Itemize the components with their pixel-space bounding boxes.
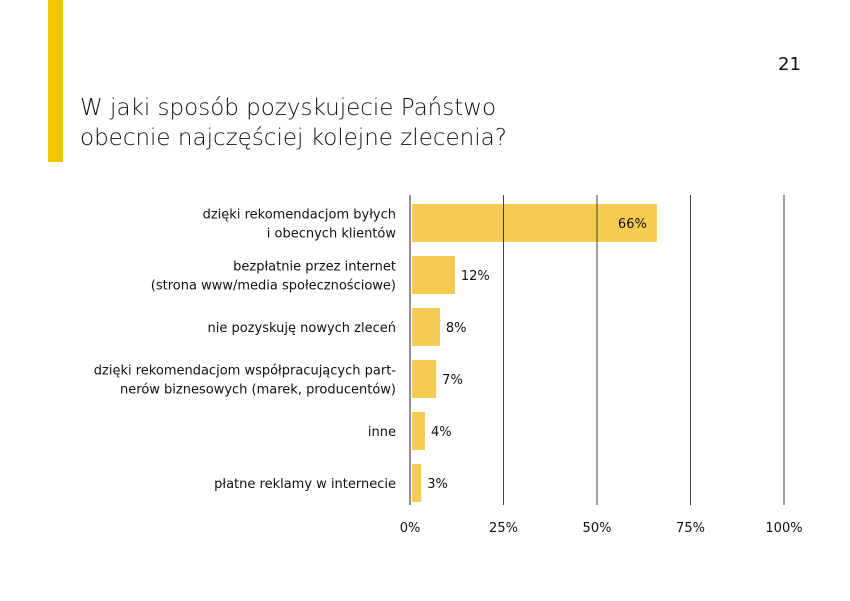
value-label: 12% bbox=[461, 269, 490, 284]
bar bbox=[412, 204, 657, 242]
x-tick-label: 50% bbox=[583, 521, 612, 536]
bar bbox=[412, 464, 422, 502]
bar bbox=[412, 412, 425, 450]
value-label: 66% bbox=[618, 217, 647, 232]
category-label: (strona www/media społecznościowe) bbox=[151, 279, 396, 294]
category-label: inne bbox=[368, 425, 396, 440]
bar bbox=[412, 256, 455, 294]
category-label: nerów biznesowych (marek, producentów) bbox=[120, 383, 396, 398]
value-label: 4% bbox=[431, 425, 452, 440]
page-number: 21 bbox=[778, 54, 801, 75]
value-label: 8% bbox=[446, 321, 467, 336]
x-tick-label: 25% bbox=[489, 521, 518, 536]
category-label: bezpłatnie przez internet bbox=[233, 260, 396, 275]
bar bbox=[412, 360, 437, 398]
x-tick-label: 75% bbox=[676, 521, 705, 536]
title-line: obecnie najczęściej kolejne zlecenia? bbox=[80, 125, 507, 151]
title-line: W jaki sposób pozyskujecie Państwo bbox=[80, 95, 497, 121]
value-label: 3% bbox=[427, 477, 448, 492]
category-label: dzięki rekomendacjom współpracujących pa… bbox=[94, 364, 397, 379]
page-title: W jaki sposób pozyskujecie Państwo obecn… bbox=[80, 93, 507, 153]
category-label: nie pozyskuję nowych zleceń bbox=[208, 321, 396, 336]
x-tick-label: 0% bbox=[400, 521, 421, 536]
category-label: dzięki rekomendacjom byłych bbox=[203, 208, 396, 223]
accent-bar bbox=[48, 0, 63, 162]
category-label: i obecnych klientów bbox=[267, 227, 397, 242]
x-tick-label: 100% bbox=[765, 521, 802, 536]
category-label: płatne reklamy w internecie bbox=[214, 477, 396, 492]
bar bbox=[412, 308, 440, 346]
value-label: 7% bbox=[442, 373, 463, 388]
